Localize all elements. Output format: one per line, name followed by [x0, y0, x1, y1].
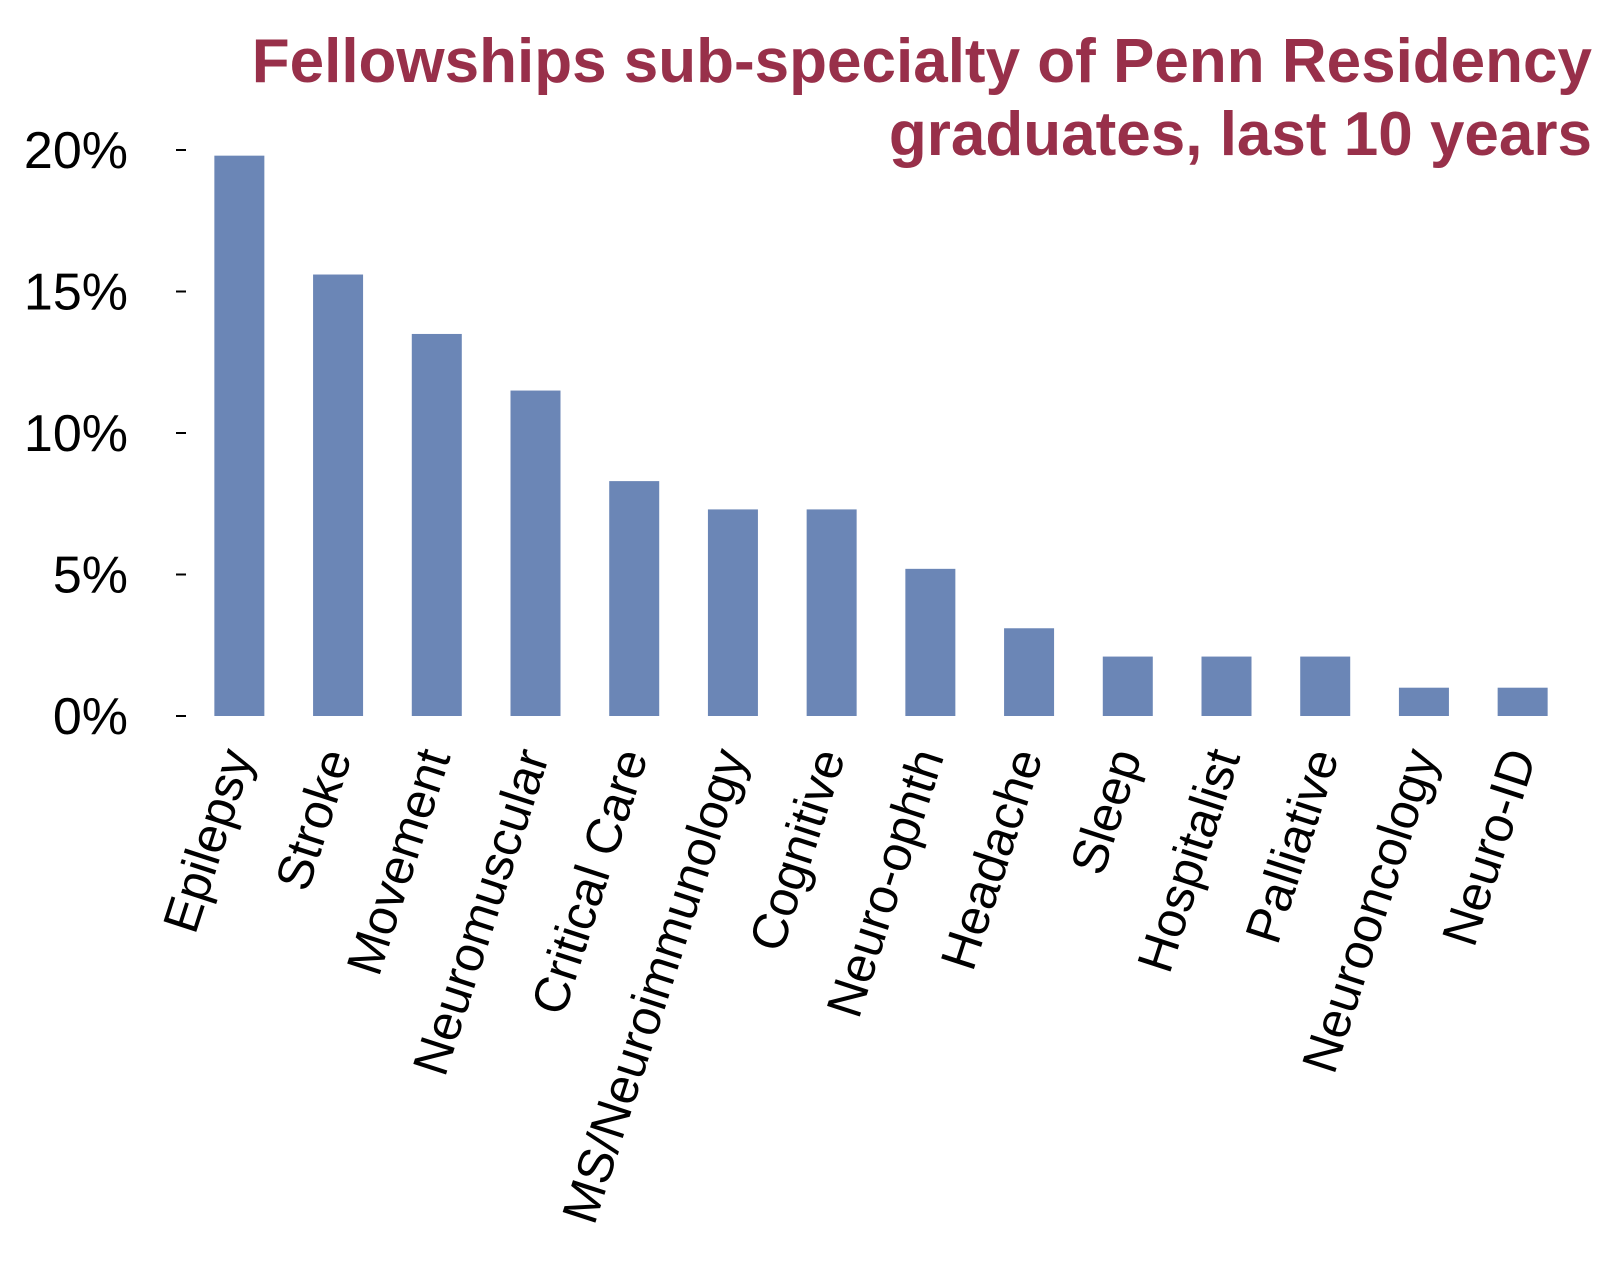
y-tick-label: 5%: [53, 547, 128, 605]
y-axis: 0% 5% 10% 15% 20%: [24, 122, 186, 746]
bar-cognitive: [806, 509, 857, 716]
bar-critical-care: [609, 481, 660, 716]
bar-neuro-id: [1497, 687, 1548, 716]
bar-movement: [411, 333, 462, 716]
y-tick-label: 0%: [53, 688, 128, 746]
bar-palliative: [1300, 656, 1351, 716]
x-axis-labels: Epilepsy StrokeMovementNeuromuscularCriti…: [152, 742, 1547, 1230]
bar-sleep: [1102, 656, 1153, 716]
x-category-label: Neuro-ID: [1431, 742, 1547, 952]
bar-ms-neuroimmunology: [707, 509, 758, 716]
chart-title: Fellowships sub-specialty of Penn Reside…: [252, 27, 1593, 169]
x-category-label: Palliative: [1235, 742, 1350, 950]
bar-epilepsy: [214, 155, 265, 716]
bar-stroke: [313, 274, 364, 716]
x-category-label: Sleep: [1059, 742, 1152, 881]
bar-neurooncology: [1398, 687, 1449, 716]
y-tick-label: 20%: [24, 122, 128, 180]
bar-series: [214, 155, 1548, 716]
chart-title-line-1: Fellowships sub-specialty of Penn Reside…: [252, 27, 1593, 96]
bar-neuromuscular: [510, 390, 561, 716]
bar-headache: [1004, 628, 1055, 716]
y-tick-label: 15%: [24, 264, 128, 322]
bar-neuro-ophth: [905, 568, 956, 716]
x-category-label: Epilepsy: [152, 742, 264, 939]
y-tick-label: 10%: [24, 405, 128, 463]
bar-hospitalist: [1201, 656, 1252, 716]
x-category-label: Cognitive: [738, 742, 856, 958]
chart-title-line-2: graduates, last 10 years: [889, 100, 1592, 169]
x-category-label: Stroke: [265, 742, 363, 897]
